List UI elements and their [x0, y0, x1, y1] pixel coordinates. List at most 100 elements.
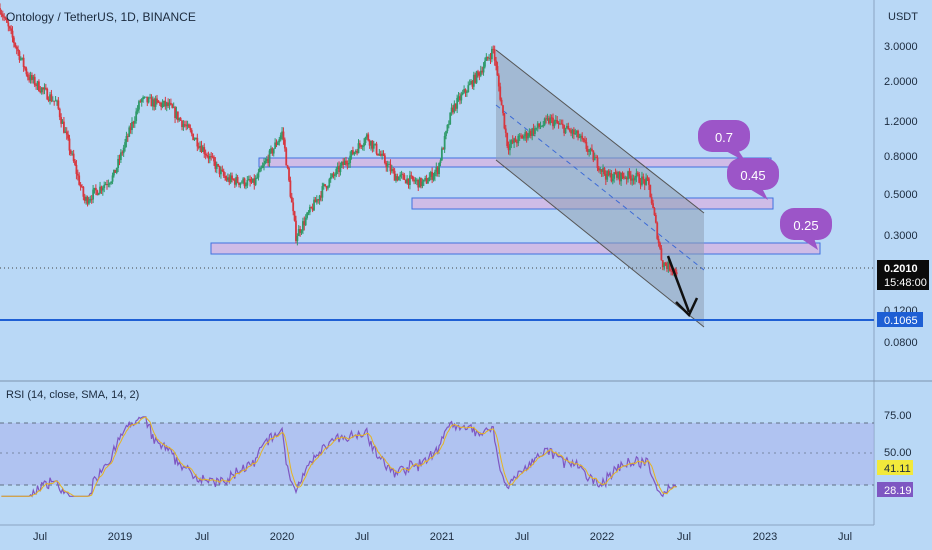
candle-body	[552, 117, 554, 127]
candle-body	[115, 167, 118, 173]
candle-body	[414, 180, 417, 182]
candle-body	[203, 147, 206, 154]
candle-body	[534, 128, 536, 134]
candle-body	[372, 144, 375, 149]
candle-body	[478, 72, 481, 76]
candle-body	[465, 92, 468, 93]
candle-body	[353, 152, 356, 155]
candle-body	[94, 187, 97, 191]
candle-body	[629, 175, 632, 181]
candle-body	[560, 123, 563, 125]
candle-body	[199, 145, 201, 148]
candle-body	[156, 98, 158, 101]
callout-045[interactable]: 0.45	[727, 158, 779, 200]
candle-body	[639, 182, 642, 185]
candle-body	[165, 102, 168, 107]
candle-body	[7, 22, 10, 27]
candle-body	[210, 156, 213, 157]
candle-body	[375, 143, 378, 154]
candle-body	[79, 184, 82, 187]
last-price-badge[interactable]	[877, 260, 929, 290]
candle-body	[507, 146, 510, 151]
candle-body	[445, 131, 447, 137]
candle-body	[321, 186, 324, 198]
candle-body	[146, 96, 149, 103]
countdown-value: 15:48:00	[884, 277, 927, 289]
candle-body	[164, 100, 167, 107]
candle-body	[368, 140, 371, 146]
candle-body	[313, 199, 315, 211]
candle-body	[175, 111, 178, 119]
candle-body	[382, 153, 385, 156]
candle-body	[667, 261, 670, 270]
candle-body	[521, 136, 524, 139]
candle-body	[524, 132, 527, 137]
candle-body	[60, 117, 63, 124]
rsi-ma-badge[interactable]	[877, 482, 913, 497]
candle-body	[339, 165, 342, 173]
candle-body	[596, 157, 599, 169]
candle-body	[204, 153, 207, 155]
candle-body	[197, 146, 200, 148]
level-box-025[interactable]	[210, 242, 821, 255]
price-tick: 2.0000	[884, 76, 918, 88]
candle-body	[461, 92, 464, 95]
candle-body	[410, 175, 413, 177]
rsi-value-badge[interactable]	[877, 460, 913, 475]
candle-body	[108, 183, 111, 185]
candle-body	[520, 135, 522, 137]
candle-body	[90, 198, 93, 200]
candle-body	[246, 180, 249, 186]
rsi-value: 41.11	[884, 463, 911, 475]
candle-body	[442, 148, 445, 150]
candle-body	[113, 169, 115, 176]
candle-body	[363, 143, 365, 147]
candle-body	[278, 139, 281, 143]
candle-body	[81, 186, 83, 188]
candle-body	[479, 70, 482, 76]
candle-body	[406, 178, 409, 184]
candle-body	[292, 202, 295, 212]
candle-body	[386, 164, 389, 168]
candle-body	[89, 198, 92, 201]
candle-body	[49, 94, 51, 101]
candle-body	[117, 158, 120, 168]
candle-body	[238, 182, 240, 185]
candle-body	[539, 126, 542, 128]
candle-body	[611, 178, 614, 182]
candle-body	[352, 150, 354, 155]
candle-body	[456, 97, 459, 109]
callout-025[interactable]: 0.25	[780, 208, 832, 250]
candle-body	[609, 173, 611, 176]
target-badge[interactable]	[877, 312, 923, 327]
candle-group	[0, 3, 678, 278]
candle-body	[502, 105, 504, 114]
candle-body	[99, 186, 101, 194]
candle-body	[336, 166, 339, 170]
candle-body	[457, 96, 460, 98]
candle-body	[19, 58, 22, 60]
candle-body	[286, 165, 289, 168]
candle-body	[71, 153, 74, 155]
candle-body	[440, 148, 443, 161]
rsi-line	[1, 416, 677, 498]
candle-body	[220, 169, 222, 175]
candle-body	[606, 171, 609, 180]
candle-body	[190, 130, 193, 134]
candle-body	[26, 74, 29, 78]
projection-arrow[interactable]	[666, 255, 691, 313]
candle-body	[513, 138, 516, 143]
candle-body	[100, 186, 103, 191]
candle-body	[17, 49, 19, 52]
candle-body	[289, 180, 292, 197]
candle-body	[125, 136, 128, 143]
callout-label: 0.25	[793, 218, 818, 233]
candle-body	[340, 162, 343, 166]
candle-body	[443, 136, 446, 150]
candle-body	[128, 127, 131, 137]
candle-body	[482, 66, 485, 73]
candle-body	[329, 176, 332, 180]
candle-body	[592, 150, 595, 161]
callout-07[interactable]: 0.7	[698, 120, 750, 162]
